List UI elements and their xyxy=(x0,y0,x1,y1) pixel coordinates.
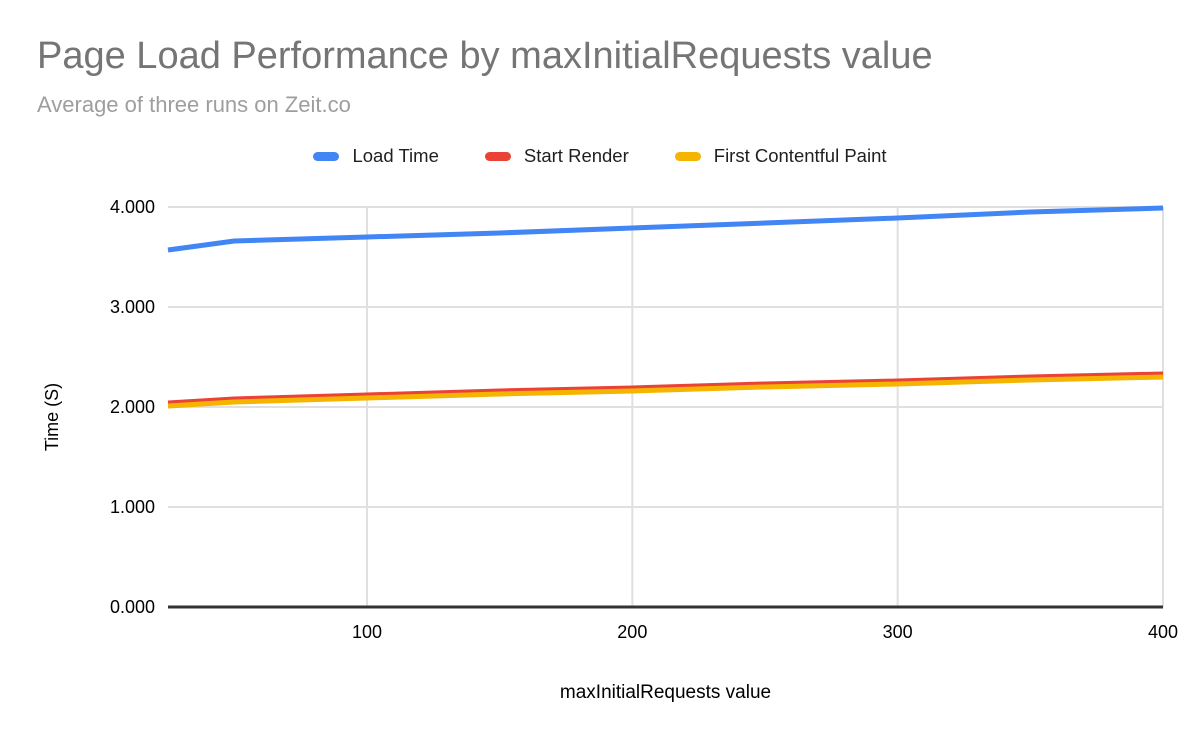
start-render-swatch-icon xyxy=(484,151,511,161)
chart-subtitle: Average of three runs on Zeit.co xyxy=(37,92,351,117)
x-tick-label: 100 xyxy=(352,622,382,642)
legend-item-start-render: Start Render xyxy=(484,145,629,167)
legend: Load Time Start Render First Contentful … xyxy=(0,144,1200,168)
y-tick-label: 3.000 xyxy=(110,297,155,317)
first-contentful-paint-swatch-icon xyxy=(674,151,701,161)
y-tick-label: 0.000 xyxy=(110,597,155,617)
legend-label-first-contentful-paint: First Contentful Paint xyxy=(713,145,887,166)
series-line-start-render xyxy=(167,371,1164,406)
x-axis-title: maxInitialRequests value xyxy=(560,682,771,703)
legend-label-load-time: Load Time xyxy=(352,145,439,166)
legend-item-first-contentful-paint: First Contentful Paint xyxy=(674,145,887,167)
y-tick-label: 4.000 xyxy=(110,197,155,217)
legend-item-load-time: Load Time xyxy=(313,145,439,167)
series-line-load-time xyxy=(167,205,1164,253)
y-tick-label: 1.000 xyxy=(110,497,155,517)
x-tick-label: 400 xyxy=(1148,622,1178,642)
x-tick-label: 300 xyxy=(883,622,913,642)
legend-label-start-render: Start Render xyxy=(523,145,629,166)
x-tick-label: 200 xyxy=(617,622,647,642)
load-time-swatch-icon xyxy=(313,151,340,161)
series-line-first-contentful-paint xyxy=(167,374,1164,409)
chart-title: Page Load Performance by maxInitialReque… xyxy=(37,35,933,77)
y-tick-label: 2.000 xyxy=(110,397,155,417)
y-axis-title: Time (S) xyxy=(42,383,62,451)
